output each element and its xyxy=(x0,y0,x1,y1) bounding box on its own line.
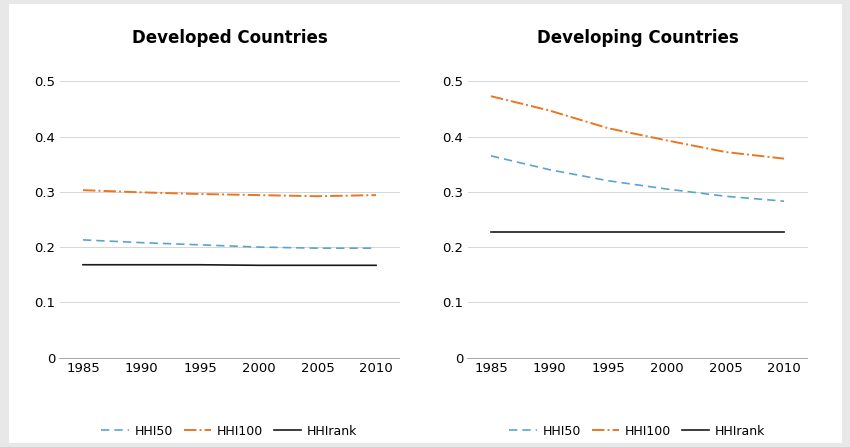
Legend: HHI50, HHI100, HHIrank: HHI50, HHI100, HHIrank xyxy=(96,420,363,443)
Legend: HHI50, HHI100, HHIrank: HHI50, HHI100, HHIrank xyxy=(504,420,771,443)
Title: Developing Countries: Developing Countries xyxy=(536,29,739,46)
Title: Developed Countries: Developed Countries xyxy=(132,29,327,46)
